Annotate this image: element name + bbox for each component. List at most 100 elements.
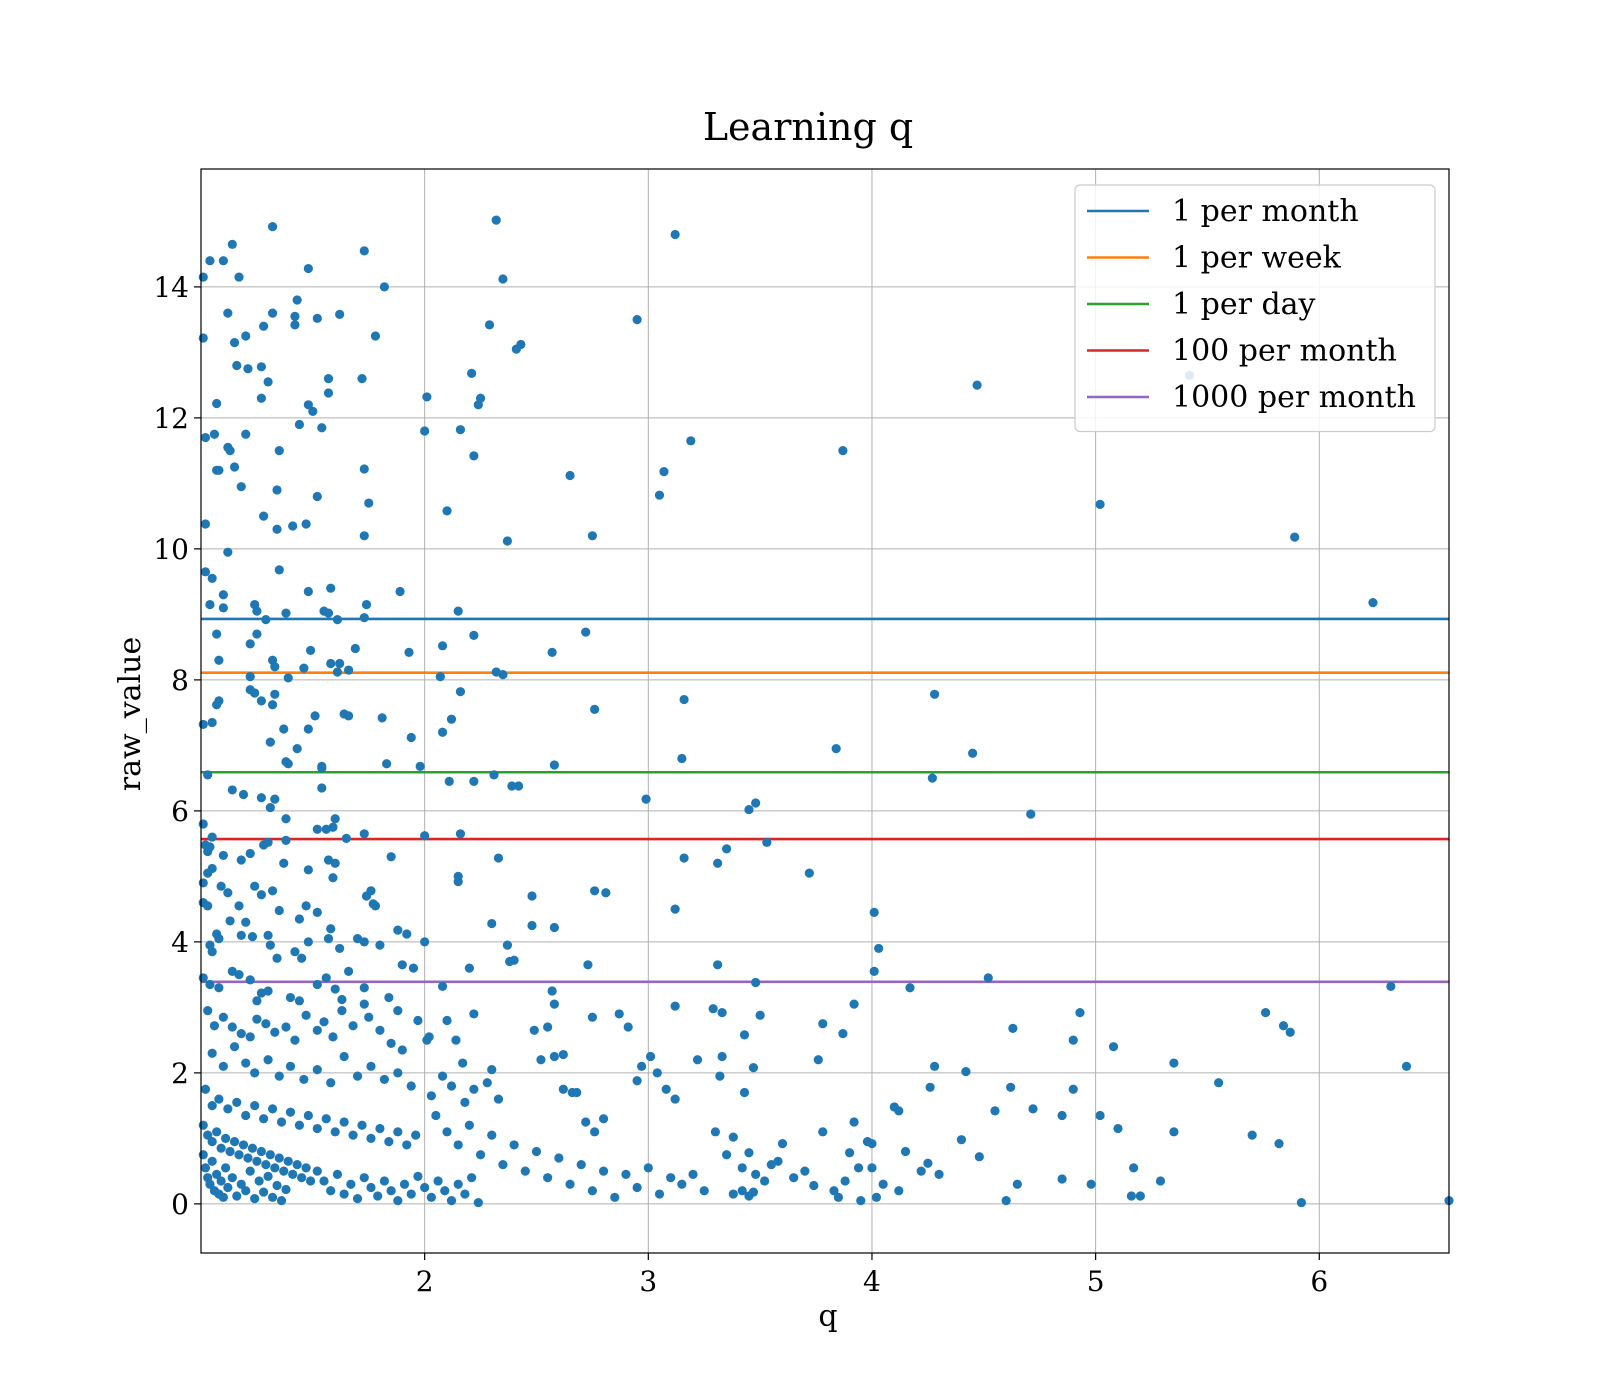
scatter-point bbox=[274, 905, 284, 916]
scatter-point bbox=[250, 1101, 260, 1111]
scatter-point bbox=[386, 1186, 396, 1196]
scatter-point bbox=[453, 606, 463, 616]
scatter-point bbox=[1026, 809, 1036, 819]
scatter-point bbox=[312, 979, 322, 990]
scatter-point bbox=[225, 446, 235, 456]
scatter-point bbox=[198, 719, 208, 730]
scatter-point bbox=[214, 934, 224, 944]
scatter-point bbox=[221, 1133, 231, 1143]
y-axis-label: raw_value bbox=[113, 637, 148, 791]
scatter-point bbox=[198, 333, 208, 343]
scatter-point bbox=[364, 1012, 374, 1022]
scatter-point bbox=[455, 687, 466, 697]
scatter-point bbox=[587, 1012, 597, 1022]
scatter-point bbox=[274, 446, 284, 456]
scatter-point bbox=[715, 1071, 725, 1081]
scatter-point bbox=[1155, 1176, 1166, 1186]
scatter-point bbox=[420, 937, 430, 947]
scatter-point bbox=[290, 1035, 300, 1045]
scatter-point bbox=[502, 940, 513, 950]
x-tick-label: 3 bbox=[639, 1265, 657, 1298]
scatter-point bbox=[207, 717, 217, 728]
scatter-point bbox=[666, 1173, 676, 1183]
scatter-point bbox=[207, 832, 217, 842]
scatter-point bbox=[804, 868, 814, 878]
scatter-point bbox=[245, 848, 255, 859]
scatter-point bbox=[352, 1071, 363, 1081]
scatter-point bbox=[916, 1166, 926, 1176]
scatter-point bbox=[236, 482, 246, 492]
scatter-point bbox=[250, 688, 260, 698]
scatter-point bbox=[751, 977, 761, 988]
scatter-point bbox=[894, 1186, 904, 1196]
scatter-point bbox=[332, 667, 343, 677]
scatter-point bbox=[1012, 1179, 1022, 1189]
scatter-point bbox=[379, 282, 389, 292]
scatter-point bbox=[1135, 1191, 1145, 1201]
scatter-point bbox=[1247, 1130, 1257, 1140]
scatter-point bbox=[717, 1008, 727, 1018]
scatter-point bbox=[241, 1110, 251, 1121]
scatter-point bbox=[565, 1179, 575, 1189]
scatter-point bbox=[243, 1153, 253, 1163]
scatter-point bbox=[234, 970, 244, 980]
scatter-point bbox=[451, 1035, 461, 1045]
scatter-point bbox=[800, 1166, 810, 1176]
chart-title: Learning q bbox=[703, 105, 913, 149]
scatter-point bbox=[243, 364, 253, 374]
scatter-point bbox=[397, 1045, 407, 1055]
scatter-point bbox=[1296, 1197, 1306, 1208]
scatter-point bbox=[350, 643, 360, 654]
scatter-point bbox=[290, 311, 300, 321]
scatter-point bbox=[234, 272, 244, 282]
scatter-point bbox=[344, 665, 354, 675]
scatter-point bbox=[267, 886, 278, 896]
scatter-point bbox=[317, 423, 327, 433]
scatter-point bbox=[637, 1061, 647, 1071]
scatter-point bbox=[212, 398, 222, 409]
scatter-point bbox=[270, 794, 280, 804]
scatter-point bbox=[1169, 1058, 1179, 1068]
scatter-point bbox=[198, 1120, 208, 1130]
scatter-point bbox=[549, 999, 559, 1009]
scatter-point bbox=[335, 658, 345, 669]
scatter-point bbox=[581, 627, 591, 637]
scatter-point bbox=[406, 1189, 416, 1199]
scatter-point bbox=[308, 406, 318, 416]
scatter-point bbox=[744, 1148, 754, 1158]
scatter-point bbox=[247, 932, 258, 942]
scatter-point bbox=[968, 748, 978, 758]
scatter-point bbox=[265, 803, 275, 813]
grid-layer bbox=[201, 169, 1449, 1253]
scatter-point bbox=[212, 1127, 222, 1137]
scatter-point bbox=[576, 1159, 586, 1170]
scatter-point bbox=[487, 1065, 497, 1075]
scatter-point bbox=[200, 1084, 211, 1094]
scatter-point bbox=[384, 992, 394, 1003]
scatter-point bbox=[330, 858, 340, 868]
scatter-point bbox=[929, 689, 940, 699]
scatter-point bbox=[321, 1114, 331, 1124]
scatter-point bbox=[661, 1084, 671, 1094]
scatter-point bbox=[299, 1074, 309, 1085]
scatter-point bbox=[679, 694, 689, 705]
scatter-point bbox=[813, 1055, 823, 1065]
scatter-point bbox=[270, 662, 280, 672]
scatter-point bbox=[285, 992, 296, 1003]
scatter-point bbox=[1001, 1196, 1011, 1206]
scatter-point bbox=[216, 881, 226, 891]
x-axis-label: q bbox=[818, 1299, 837, 1334]
scatter-point bbox=[332, 615, 343, 625]
scatter-point bbox=[420, 426, 430, 436]
scatter-point bbox=[234, 1150, 244, 1160]
scatter-point bbox=[871, 1192, 882, 1202]
scatter-point bbox=[359, 613, 369, 623]
scatter-point bbox=[925, 1082, 935, 1092]
scatter-point bbox=[256, 793, 266, 803]
scatter-point bbox=[339, 1051, 349, 1062]
scatter-point bbox=[632, 1076, 642, 1086]
scatter-point bbox=[444, 776, 454, 787]
scatter-point bbox=[1095, 1110, 1105, 1121]
scatter-point bbox=[420, 831, 430, 841]
